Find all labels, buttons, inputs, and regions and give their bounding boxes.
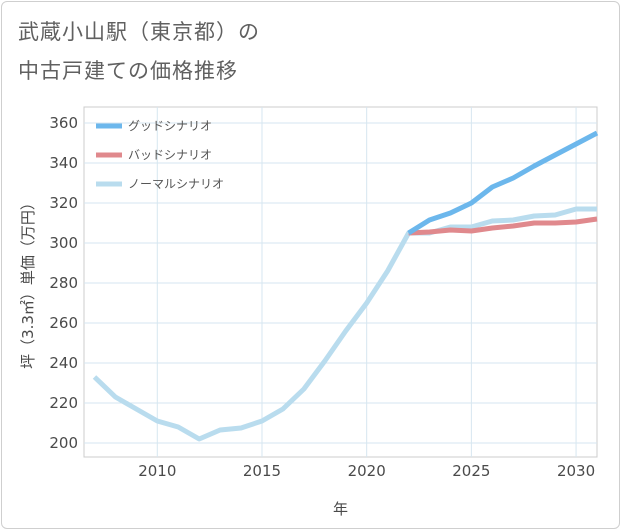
legend-label: ノーマルシナリオ	[128, 177, 224, 191]
chart-title-line1: 武蔵小山駅（東京都）の	[18, 20, 260, 44]
y-tick-label: 280	[49, 274, 78, 292]
y-tick-label: 220	[49, 394, 78, 412]
x-tick-label: 2030	[557, 462, 595, 480]
x-tick-label: 2010	[138, 462, 176, 480]
y-tick-label: 240	[49, 354, 78, 372]
x-tick-label: 2015	[243, 462, 281, 480]
axis-ticks: 2010 2015 2020 2025 2030 200 220 240 260 280 300 32…	[49, 114, 595, 480]
y-tick-label: 360	[49, 114, 78, 132]
y-tick-label: 300	[49, 234, 78, 252]
y-axis-label: 坪（3.3㎡）単価（万円）	[19, 195, 37, 369]
series-line-2	[92, 206, 597, 442]
legend-label: バッドシナリオ	[128, 148, 212, 162]
y-tick-label: 340	[49, 154, 78, 172]
series-line-0	[407, 130, 599, 236]
legend-label: グッドシナリオ	[128, 119, 212, 133]
series-line-1	[408, 216, 598, 236]
y-tick-label: 200	[49, 434, 78, 452]
y-tick-label: 320	[49, 194, 78, 212]
chart-title-line2: 中古戸建ての価格推移	[18, 59, 238, 83]
y-tick-label: 260	[49, 314, 78, 332]
x-tick-label: 2020	[348, 462, 386, 480]
x-tick-label: 2025	[452, 462, 490, 480]
x-axis-label: 年	[333, 500, 348, 518]
plot-area	[83, 106, 598, 458]
series-lines	[92, 130, 599, 442]
grid-lines	[84, 107, 597, 457]
